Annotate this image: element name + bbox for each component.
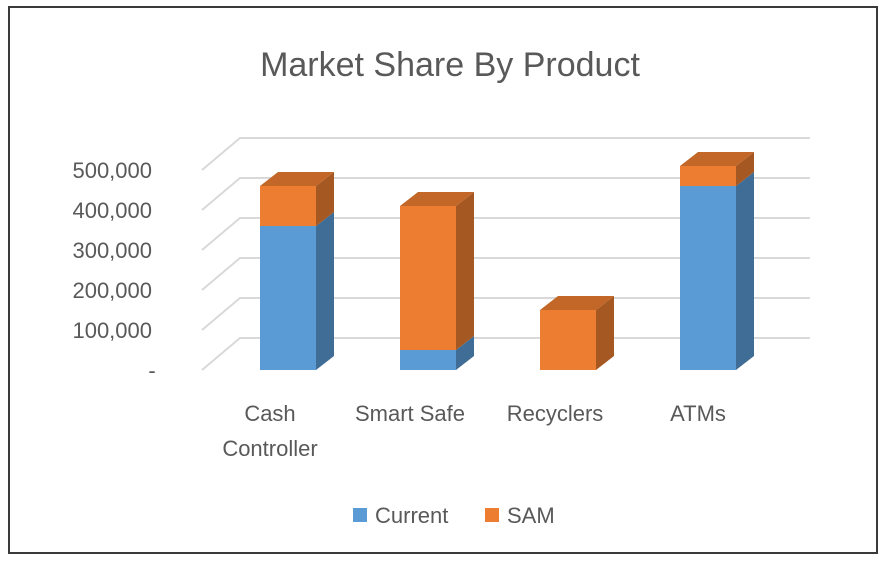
bar-group-3 [680,152,754,370]
x-tick-label-3-0: ATMs [670,401,726,426]
y-axis-ticks: - 100,000 200,000 300,000 400,000 500,000 [72,158,155,383]
bar-group-2 [540,296,614,370]
x-tick-label-2-0: Recyclers [507,401,604,426]
x-axis-categories: Cash Controller Smart Safe Recyclers ATMs [222,401,726,461]
x-tick-label-0-1: Controller [222,436,317,461]
bar-current-3 [680,186,736,370]
y-tick-label-2: 200,000 [72,278,152,303]
bar-top-2 [540,296,614,310]
y-tick-label-0: - [148,358,155,383]
chart-canvas: Market Share By Product - 100,000 200,000 3… [72,46,810,528]
bar-top-3 [680,152,754,166]
gridline-4 [201,177,810,211]
gridlines [201,137,810,371]
bar-side-sam-1 [456,192,474,350]
bar-sam-1 [400,206,456,350]
bar-side-current-3 [736,172,754,370]
bar-current-1 [400,350,456,370]
gridline-2 [201,257,810,291]
gridline-5 [201,137,810,171]
legend: Current SAM [353,503,555,528]
bar-top-0 [260,172,334,186]
gridline-1 [201,297,810,331]
bars [260,152,754,370]
y-tick-label-3: 300,000 [72,238,152,263]
x-tick-label-0-0: Cash [244,401,295,426]
chart-frame: Market Share By Product - 100,000 200,000 3… [8,6,878,554]
legend-swatch-current [353,508,367,522]
gridline-3 [201,217,810,251]
y-tick-label-1: 100,000 [72,318,152,343]
bar-current-0 [260,226,316,370]
bar-side-current-0 [316,212,334,370]
legend-swatch-sam [485,508,499,522]
bar-sam-0 [260,186,316,226]
bar-side-sam-2 [596,296,614,370]
legend-label-current: Current [375,503,448,528]
legend-label-sam: SAM [507,503,555,528]
bar-group-1 [400,192,474,370]
chart-title: Market Share By Product [260,46,640,84]
bar-group-0 [260,172,334,370]
gridline-0 [201,337,810,371]
x-tick-label-1-0: Smart Safe [355,401,465,426]
bar-sam-2 [540,310,596,370]
bar-side-sam-3 [736,152,754,186]
y-tick-label-5: 500,000 [72,158,152,183]
bar-sam-3 [680,166,736,186]
bar-side-current-1 [456,336,474,370]
y-tick-label-4: 400,000 [72,198,152,223]
bar-side-sam-0 [316,172,334,226]
bar-top-1 [400,192,474,206]
